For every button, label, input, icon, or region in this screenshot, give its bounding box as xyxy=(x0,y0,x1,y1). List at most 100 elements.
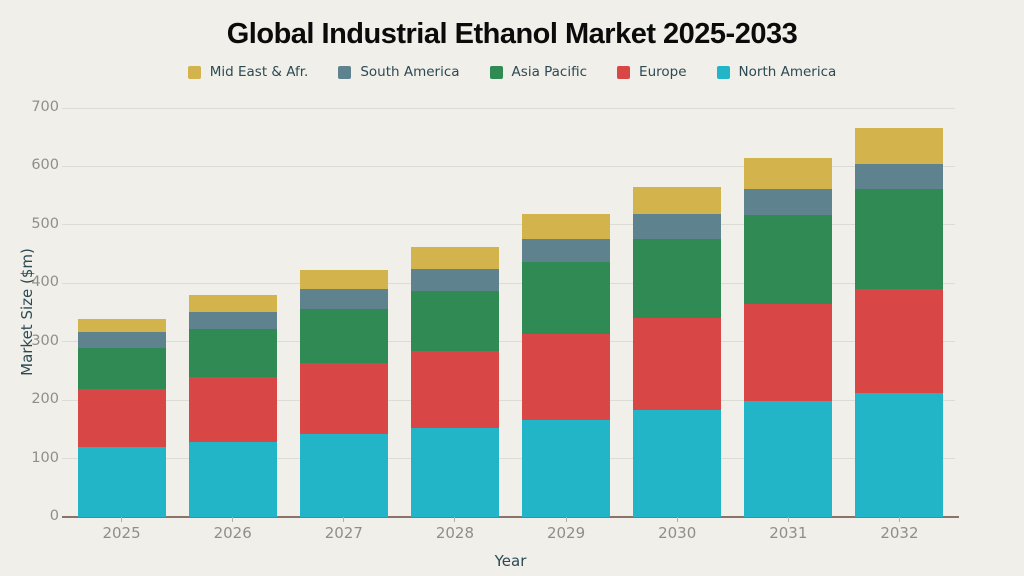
y-tick-label-600: 600 xyxy=(31,157,59,174)
gridline-100 xyxy=(62,458,955,460)
bar-2026-segment-asia-pacific[interactable] xyxy=(188,329,277,377)
x-tick-label-2026: 2026 xyxy=(213,524,252,542)
x-tick-label-2025: 2025 xyxy=(102,524,141,542)
gridline-400 xyxy=(62,282,955,284)
bar-2025-segment-mid-east-afr[interactable] xyxy=(77,318,166,332)
gridline-600 xyxy=(62,165,955,167)
bar-2030-segment-europe[interactable] xyxy=(633,318,722,410)
x-tick-label-2028: 2028 xyxy=(435,524,475,542)
x-tick-2027 xyxy=(343,517,345,522)
y-tick-label-100: 100 xyxy=(31,449,59,466)
gridline-200 xyxy=(62,399,955,401)
x-tick-label-2031: 2031 xyxy=(769,524,808,542)
bar-2027-segment-europe[interactable] xyxy=(299,362,388,435)
bar-2031-segment-south-america[interactable] xyxy=(744,189,833,215)
legend-label-asia-pacific: Asia Pacific xyxy=(511,64,588,80)
bar-2030 xyxy=(633,186,722,517)
x-tick-2028 xyxy=(454,517,456,522)
legend-item-europe[interactable]: Europe xyxy=(617,64,687,80)
bar-2030-segment-north-america[interactable] xyxy=(633,409,722,517)
bar-2027-segment-south-america[interactable] xyxy=(299,289,388,310)
bar-2032 xyxy=(855,127,944,517)
plot-area: 2025 2026 2027 2028 2029 2030 2031 2032 xyxy=(62,107,959,542)
legend-item-asia-pacific[interactable]: Asia Pacific xyxy=(489,64,588,80)
gridline-300 xyxy=(62,341,955,343)
x-tick-label-2030: 2030 xyxy=(658,524,697,542)
bar-2031-segment-asia-pacific[interactable] xyxy=(744,214,833,304)
legend-swatch-south-america xyxy=(338,65,352,79)
bar-2029-segment-south-america[interactable] xyxy=(522,238,611,263)
bar-2026-segment-europe[interactable] xyxy=(188,376,277,443)
bar-2026 xyxy=(188,295,277,517)
y-tick-label-500: 500 xyxy=(31,215,59,232)
x-tick-2030 xyxy=(676,517,678,522)
x-axis-title: Year xyxy=(494,552,527,570)
bar-2029-segment-europe[interactable] xyxy=(522,333,611,421)
bar-2026-segment-south-america[interactable] xyxy=(188,311,277,330)
bar-2029-segment-north-america[interactable] xyxy=(522,420,611,517)
bar-2031 xyxy=(744,158,833,517)
bar-2032-segment-europe[interactable] xyxy=(855,288,944,393)
gridline-500 xyxy=(62,224,955,226)
x-tick-2029 xyxy=(565,517,567,522)
y-tick-label-200: 200 xyxy=(31,391,59,408)
bar-2032-segment-south-america[interactable] xyxy=(855,163,944,190)
bar-2032-segment-north-america[interactable] xyxy=(855,392,944,517)
x-tick-label-2029: 2029 xyxy=(546,524,586,542)
x-axis-line xyxy=(62,516,959,518)
bar-2027-segment-mid-east-afr[interactable] xyxy=(299,270,388,290)
bar-2032-segment-asia-pacific[interactable] xyxy=(855,189,944,289)
bar-2028-segment-asia-pacific[interactable] xyxy=(410,290,499,352)
bar-2025-segment-asia-pacific[interactable] xyxy=(77,348,166,390)
legend-swatch-north-america xyxy=(716,65,730,79)
bar-2027-segment-north-america[interactable] xyxy=(299,434,388,517)
bar-2027-segment-asia-pacific[interactable] xyxy=(299,309,388,363)
x-tick-2026 xyxy=(232,517,234,522)
bar-2028-segment-mid-east-afr[interactable] xyxy=(410,247,499,269)
legend-swatch-europe xyxy=(617,65,631,79)
bar-2025 xyxy=(77,318,166,517)
bar-2029 xyxy=(522,213,611,517)
x-tick-2032 xyxy=(898,517,900,522)
legend: Mid East & Afr. South America Asia Pacific… xyxy=(0,64,1024,80)
bar-2026-segment-mid-east-afr[interactable] xyxy=(188,295,277,312)
bar-2028-segment-south-america[interactable] xyxy=(410,268,499,291)
bar-2028 xyxy=(410,247,499,517)
y-tick-label-700: 700 xyxy=(31,99,59,115)
bar-2028-segment-europe[interactable] xyxy=(410,351,499,428)
bar-2028-segment-north-america[interactable] xyxy=(410,427,499,517)
bar-2027 xyxy=(299,270,388,517)
legend-swatch-mid-east-afr xyxy=(187,65,201,79)
y-tick-label-400: 400 xyxy=(31,274,59,291)
gridline-700 xyxy=(62,107,955,109)
bar-2029-segment-mid-east-afr[interactable] xyxy=(522,213,611,239)
y-tick-label-300: 300 xyxy=(31,332,59,349)
legend-swatch-asia-pacific xyxy=(489,65,503,79)
bar-2025-segment-south-america[interactable] xyxy=(77,331,166,349)
bar-2030-segment-mid-east-afr[interactable] xyxy=(633,186,722,215)
bar-2031-segment-mid-east-afr[interactable] xyxy=(744,158,833,190)
bar-2030-segment-south-america[interactable] xyxy=(633,214,722,240)
bar-2032-segment-mid-east-afr[interactable] xyxy=(855,127,944,164)
legend-label-mid-east-afr: Mid East & Afr. xyxy=(209,64,309,80)
legend-item-mid-east-afr[interactable]: Mid East & Afr. xyxy=(187,64,309,80)
bar-2029-segment-asia-pacific[interactable] xyxy=(522,262,611,334)
x-tick-label-2032: 2032 xyxy=(880,524,919,542)
legend-label-europe: Europe xyxy=(639,64,687,80)
legend-item-south-america[interactable]: South America xyxy=(338,64,460,80)
x-tick-2025 xyxy=(121,517,123,522)
legend-label-north-america: North America xyxy=(738,64,837,80)
x-tick-label-2027: 2027 xyxy=(324,524,363,542)
x-tick-2031 xyxy=(787,517,789,522)
chart-title: Global Industrial Ethanol Market 2025-20… xyxy=(226,18,798,50)
bar-2031-segment-north-america[interactable] xyxy=(744,400,833,517)
bar-2031-segment-europe[interactable] xyxy=(744,303,833,401)
bar-2030-segment-asia-pacific[interactable] xyxy=(633,239,722,319)
legend-label-south-america: South America xyxy=(360,64,460,80)
legend-item-north-america[interactable]: North America xyxy=(716,64,837,80)
bar-2025-segment-europe[interactable] xyxy=(77,389,166,447)
y-tick-label-0: 0 xyxy=(49,508,59,524)
bar-2026-segment-north-america[interactable] xyxy=(188,442,277,517)
bar-2025-segment-north-america[interactable] xyxy=(77,446,166,517)
